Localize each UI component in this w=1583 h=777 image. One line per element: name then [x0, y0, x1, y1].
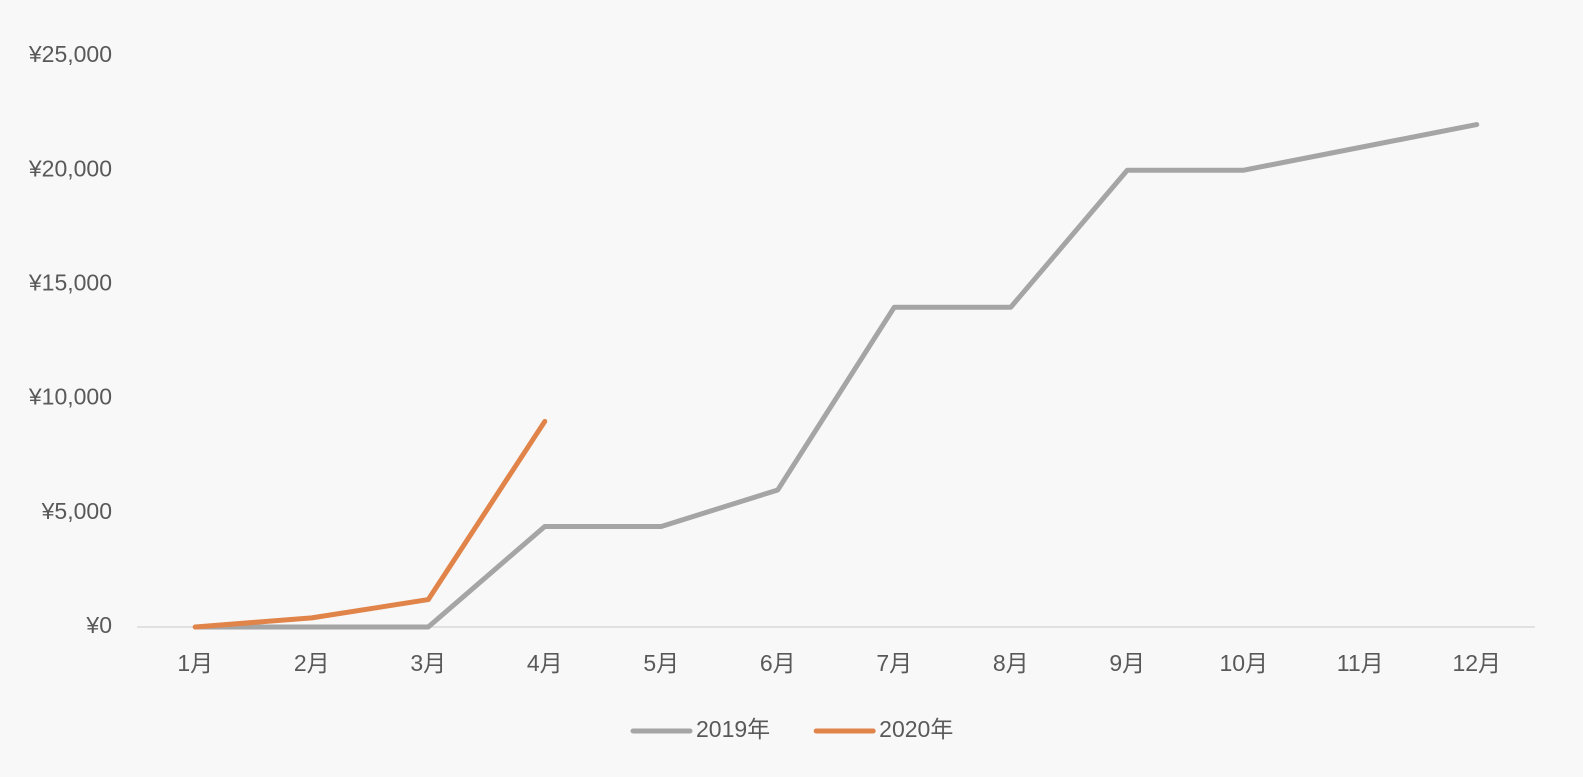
legend-label: 2020年 — [879, 716, 953, 742]
x-tick-label: 10月 — [1219, 650, 1268, 676]
y-tick-label: ¥10,000 — [28, 384, 112, 410]
y-tick-label: ¥15,000 — [28, 269, 112, 295]
x-tick-label: 7月 — [876, 650, 912, 676]
x-tick-label: 6月 — [760, 650, 796, 676]
y-tick-label: ¥20,000 — [28, 155, 112, 181]
y-tick-label: ¥5,000 — [41, 498, 112, 524]
legend-label: 2019年 — [696, 716, 770, 742]
y-tick-label: ¥25,000 — [28, 41, 112, 67]
x-tick-label: 8月 — [993, 650, 1029, 676]
x-tick-label: 11月 — [1337, 650, 1384, 676]
x-tick-label: 9月 — [1109, 650, 1145, 676]
series-line — [192, 122, 1480, 630]
x-tick-label: 2月 — [294, 650, 330, 676]
y-tick-label: ¥0 — [85, 612, 112, 638]
x-tick-label: 4月 — [527, 650, 563, 676]
x-tick-label: 1月 — [177, 650, 213, 676]
x-tick-label: 3月 — [410, 650, 446, 676]
x-tick-label: 12月 — [1452, 650, 1501, 676]
series-line — [192, 418, 548, 630]
x-tick-label: 5月 — [643, 650, 679, 676]
